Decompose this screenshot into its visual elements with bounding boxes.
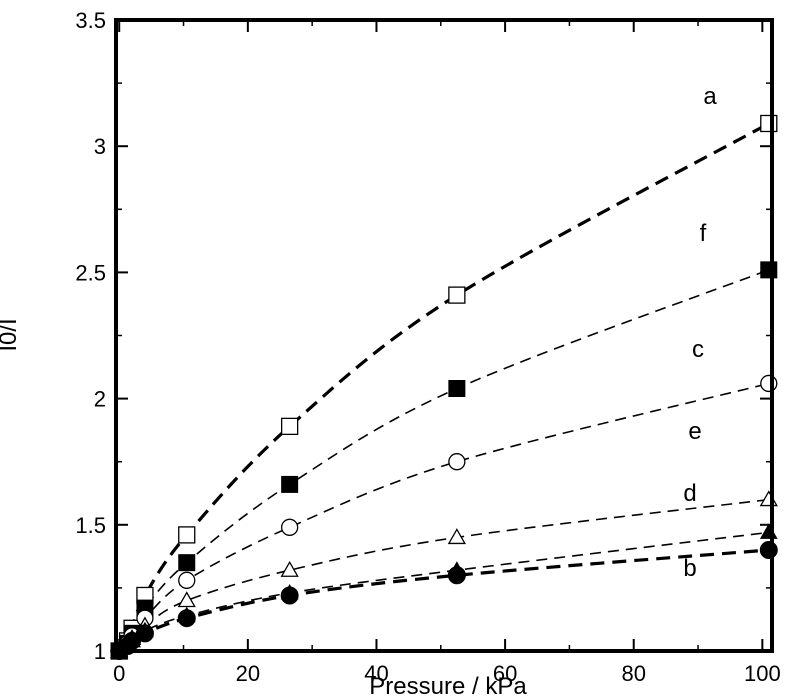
curve-layer — [117, 122, 770, 653]
data-point-a — [448, 286, 466, 304]
y-tick-label: 3 — [94, 134, 106, 159]
data-point-d — [759, 523, 778, 539]
series-label-f: f — [700, 220, 707, 247]
series-curve-b — [118, 548, 769, 653]
data-point-f — [760, 261, 778, 279]
data-point-e — [177, 591, 196, 608]
y-tick-label: 2.5 — [75, 260, 106, 285]
series-label-a: a — [703, 83, 717, 110]
data-point-e — [280, 560, 299, 577]
x-tick-label: 80 — [621, 661, 645, 686]
y-tick-label: 1.5 — [75, 513, 106, 538]
y-axis-title: I0/I — [0, 318, 22, 351]
series-curve-f — [118, 269, 770, 652]
series-label-e: e — [688, 418, 701, 445]
data-point-f — [281, 475, 299, 493]
y-tick-label: 2 — [94, 387, 106, 412]
data-point-c — [178, 571, 196, 589]
data-point-b — [447, 566, 466, 585]
data-point-b — [135, 624, 154, 643]
plot-frame — [114, 18, 774, 653]
data-point-f — [178, 554, 196, 572]
data-point-b — [280, 586, 299, 605]
x-tick-label: 60 — [493, 661, 517, 686]
data-point-c — [760, 374, 778, 393]
data-point-e — [759, 490, 778, 507]
data-point-a — [280, 417, 299, 436]
series-curve-e — [118, 498, 769, 652]
data-point-b — [177, 609, 196, 628]
data-point-b — [759, 541, 778, 560]
tick-layer — [116, 19, 772, 652]
x-tick-label: 40 — [364, 661, 388, 686]
data-point-a — [760, 114, 778, 133]
data-point-c — [448, 453, 466, 471]
data-point-e — [447, 528, 466, 545]
x-tick-labels: 0 20 40 60 80 100 — [113, 661, 781, 686]
y-tick-label: 1 — [94, 639, 106, 664]
series-curve-d — [118, 531, 769, 652]
x-tick-label: 0 — [113, 661, 125, 686]
y-tick-label: 3.5 — [75, 8, 106, 33]
series-label-c: c — [692, 336, 704, 363]
data-point-a — [178, 526, 196, 544]
data-point-f — [448, 380, 466, 398]
data-point-c — [280, 518, 299, 536]
y-tick-labels: 1 1.5 2 2.5 3 3.5 — [75, 8, 106, 664]
x-tick-label: 20 — [236, 661, 260, 686]
x-tick-label: 100 — [744, 661, 781, 686]
series-curve-c — [118, 382, 769, 652]
series-label-b: b — [683, 555, 696, 582]
series-labels: a f c e d b — [683, 83, 717, 582]
x-axis-title: Pressure / kPa — [369, 673, 527, 700]
series-label-d: d — [683, 480, 696, 507]
series-curve-a — [117, 122, 770, 653]
